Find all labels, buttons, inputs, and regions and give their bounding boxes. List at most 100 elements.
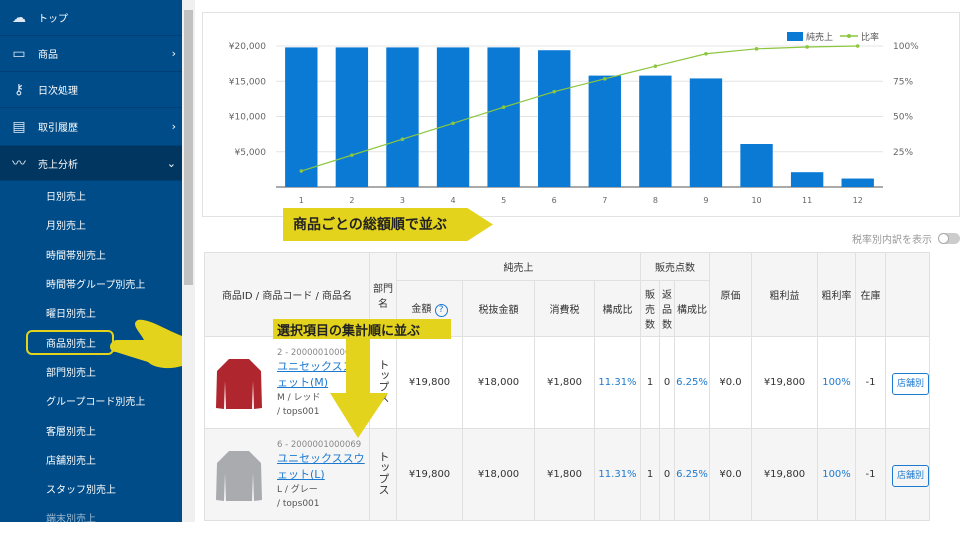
- sidebar-subitem[interactable]: 曜日別売上: [0, 298, 182, 327]
- sidebar-subitem[interactable]: 時間帯別売上: [0, 240, 182, 269]
- col-tax[interactable]: 消費税: [534, 280, 595, 337]
- col-excl-tax[interactable]: 税抜金額: [462, 280, 535, 337]
- sidebar-item-top[interactable]: ☁ トップ: [0, 0, 182, 36]
- box-icon: ▭: [12, 45, 26, 62]
- product-code: / tops001: [277, 407, 320, 417]
- sidebar-subitem-label: 端末別売上: [46, 514, 96, 526]
- chevron-right-icon: ›: [171, 120, 176, 133]
- y2-tick-label: 25%: [893, 148, 913, 158]
- sidebar-subitem[interactable]: グループコード別売上: [0, 386, 182, 415]
- col-cost[interactable]: 原価: [709, 252, 752, 337]
- sidebar-subitem-label: グループコード別売上: [46, 397, 146, 409]
- returned: 0: [659, 428, 675, 521]
- col-actions: [884, 252, 931, 337]
- sidebar-subitem[interactable]: 時間帯グループ別売上: [0, 269, 182, 298]
- sidebar-subitem[interactable]: 月別売上: [0, 210, 182, 239]
- bar: [386, 47, 419, 187]
- x-tick-label: 8: [653, 196, 658, 205]
- col-units-ratio[interactable]: 構成比: [674, 280, 710, 337]
- scrollbar[interactable]: [182, 0, 195, 522]
- down-arrow-annotation: [330, 338, 388, 438]
- chart-line-icon: 〰: [12, 156, 26, 172]
- annotation-sort-by-total: 商品ごとの総額順で並ぶ: [283, 208, 493, 241]
- excl-tax: ¥18,000: [462, 428, 535, 521]
- sales-table: 商品ID / 商品コード / 商品名 部門名 純売上 販売点数 原価 粗利益 粗…: [204, 252, 931, 521]
- x-tick-label: 1: [299, 196, 304, 205]
- y2-tick-label: 75%: [893, 77, 913, 87]
- y-tick-label: ¥20,000: [229, 42, 266, 52]
- chevron-right-icon: ›: [171, 47, 176, 60]
- tax: ¥1,800: [534, 428, 595, 521]
- product-id: 6 - 2000001000069: [277, 440, 362, 450]
- gross-profit: ¥19,800: [751, 428, 818, 521]
- ratio-point: [855, 44, 860, 48]
- x-tick-label: 7: [602, 196, 607, 205]
- sidebar-subitem[interactable]: 日別売上: [0, 181, 182, 210]
- sidebar-subitem-label: 時間帯グループ別売上: [46, 280, 146, 292]
- dept-name: トップス: [377, 451, 390, 495]
- sidebar-subitem-label: 部門別売上: [46, 367, 96, 379]
- col-stock[interactable]: 在庫: [855, 252, 886, 337]
- stock: -1: [855, 336, 886, 429]
- y2-tick-label: 100%: [893, 42, 919, 52]
- sidebar-item-sales-analysis[interactable]: 〰売上分析 ⌄: [0, 146, 182, 181]
- x-tick-label: 3: [400, 196, 405, 205]
- ratio-point: [602, 77, 607, 81]
- sidebar: ☁ トップ ▭ 商品 › ⚷ 日次処理 ▤ 取引履歴 › 〰売上分析 ⌄ 日別売上月別売上時間…: [0, 0, 182, 525]
- ratio: 11.31%: [594, 336, 641, 429]
- sidebar-subitem[interactable]: スタッフ別売上: [0, 474, 182, 503]
- col-returned[interactable]: 返品数: [659, 280, 675, 337]
- pareto-chart: ¥5,000 25% ¥10,000 50% ¥15,000 75% ¥20,000 100%…: [229, 31, 919, 205]
- gross-profit: ¥19,800: [751, 336, 818, 429]
- legend-label: 純売上: [806, 31, 833, 43]
- table-row: 2 - 2000001000052 ユニセックススウェット(M) M / レッド…: [204, 336, 931, 429]
- col-gross[interactable]: 粗利益: [751, 252, 818, 337]
- product-name-link[interactable]: ユニセックススウェット(M): [277, 360, 365, 389]
- sidebar-subitem[interactable]: 店舗別売上: [0, 445, 182, 474]
- product-image: [216, 450, 262, 501]
- sidebar-subitem-label: スタッフ別売上: [46, 485, 116, 497]
- sidebar-subitem[interactable]: 客層別売上: [0, 415, 182, 444]
- cloud-icon: ☁: [12, 9, 26, 26]
- store-breakdown-button[interactable]: 店舗別: [892, 373, 930, 395]
- scrollbar-thumb[interactable]: [184, 10, 193, 285]
- table-row: 6 - 2000001000069 ユニセックススウェット(L) L / グレー…: [204, 428, 931, 521]
- sidebar-subitem-label: 時間帯別売上: [46, 250, 106, 262]
- excl-tax: ¥18,000: [462, 336, 535, 429]
- bar: [436, 47, 470, 187]
- col-sold[interactable]: 販売数: [640, 280, 660, 337]
- ratio-point: [400, 137, 405, 142]
- bar: [538, 50, 571, 188]
- sidebar-subitem-label: 月別売上: [46, 221, 86, 233]
- tax-breakdown-toggle[interactable]: [938, 233, 960, 244]
- product-id: 2 - 2000001000052: [277, 348, 362, 358]
- bar: [689, 78, 723, 187]
- sidebar-subitem[interactable]: 部門別売上: [0, 357, 182, 386]
- sidebar-item-daily[interactable]: ⚷ 日次処理: [0, 72, 182, 108]
- help-icon[interactable]: ?: [434, 304, 448, 317]
- x-tick-label: 12: [853, 196, 863, 205]
- sidebar-subitem[interactable]: 端末別売上: [0, 503, 182, 532]
- product-name-link[interactable]: ユニセックススウェット(L): [277, 452, 365, 481]
- units-ratio: 6.25%: [674, 428, 710, 521]
- sidebar-item-products[interactable]: ▭ 商品 ›: [0, 36, 182, 72]
- sidebar-item-history[interactable]: ▤ 取引履歴 ›: [0, 108, 182, 146]
- store-breakdown-button[interactable]: 店舗別: [892, 465, 930, 487]
- amount: ¥19,800: [396, 428, 463, 521]
- legend-label: 比率: [861, 31, 879, 43]
- ratio-point: [653, 64, 658, 68]
- annotation-sort-by-column: 選択項目の集計順に並ぶ: [273, 319, 451, 339]
- x-tick-label: 9: [703, 196, 708, 205]
- returned: 0: [659, 336, 675, 429]
- col-margin[interactable]: 粗利率: [817, 252, 856, 337]
- main-content: ¥5,000 25% ¥10,000 50% ¥15,000 75% ¥20,000 100%…: [195, 0, 972, 522]
- product-variant: M / レッド: [277, 393, 321, 403]
- x-tick-label: 10: [751, 196, 761, 205]
- col-ratio[interactable]: 構成比: [594, 280, 641, 337]
- y2-tick-label: 50%: [893, 113, 913, 123]
- x-tick-label: 2: [349, 196, 354, 205]
- sidebar-subitem-label: 客層別売上: [46, 426, 96, 438]
- ratio-point: [501, 105, 506, 109]
- chevron-down-icon: ⌄: [166, 156, 176, 170]
- x-tick-label: 6: [552, 196, 557, 205]
